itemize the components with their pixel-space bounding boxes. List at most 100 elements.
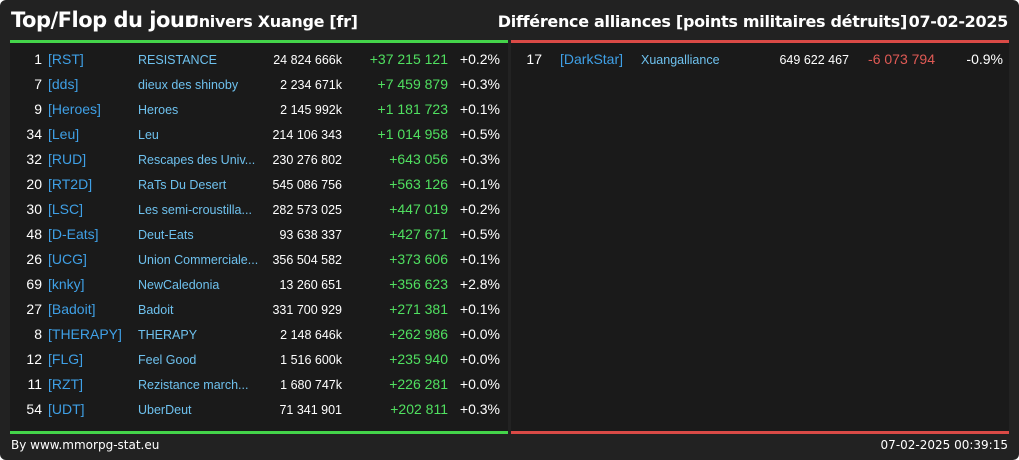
alliance-name-link[interactable]: RaTs Du Desert [138, 178, 227, 192]
table-row: 27 [Badoit] Badoit 331 700 929 +271 381 +0.1% [10, 297, 508, 322]
military-points: 2 234 671k [280, 78, 342, 92]
alliance-rank: 26 [26, 251, 42, 267]
military-points: 282 573 025 [272, 203, 342, 217]
percent-change: -0.9% [966, 51, 1003, 67]
points-difference: +427 671 [389, 226, 448, 242]
alliance-name-link[interactable]: Rescapes des Univ... [138, 153, 256, 167]
alliance-name-link[interactable]: NewCaledonia [138, 278, 220, 292]
alliance-rank: 48 [26, 226, 42, 242]
alliance-rank: 20 [26, 176, 42, 192]
alliance-rank: 7 [34, 76, 42, 92]
table-row: 8 [THERAPY] THERAPY 2 148 646k +262 986 +0.0% [10, 322, 508, 347]
alliance-name-link[interactable]: RESISTANCE [138, 53, 217, 67]
points-difference: +643 056 [389, 151, 448, 167]
points-difference: +262 986 [389, 326, 448, 342]
table-row: 48 [D-Eats] Deut-Eats 93 638 337 +427 671 +0.… [10, 222, 508, 247]
alliance-name-link[interactable]: Deut-Eats [138, 228, 194, 242]
alliance-name-link[interactable]: THERAPY [138, 328, 198, 342]
military-points: 1 680 747k [280, 378, 342, 392]
military-points: 71 341 901 [279, 403, 342, 417]
universe-label: Univers Xuange [fr] [186, 12, 358, 31]
percent-change: +0.1% [459, 301, 500, 317]
alliance-tag-link[interactable]: [dds] [48, 76, 79, 92]
flop-list: 17 [DarkStar] Xuangalliance 649 622 467 -6 0… [511, 47, 1009, 72]
alliance-rank: 27 [26, 301, 42, 317]
alliance-name-link[interactable]: Les semi-croustilla... [138, 203, 252, 217]
table-row: 20 [RT2D] RaTs Du Desert 545 086 756 +563 12… [10, 172, 508, 197]
percent-change: +0.3% [459, 151, 500, 167]
alliance-name-link[interactable]: dieux des shinoby [138, 78, 239, 92]
percent-change: +2.8% [459, 276, 500, 292]
alliance-tag-link[interactable]: [RT2D] [48, 176, 93, 192]
alliance-tag-link[interactable]: [RST] [48, 51, 84, 67]
military-points: 2 145 992k [280, 103, 342, 117]
percent-change: +0.1% [459, 176, 500, 192]
alliance-tag-link[interactable]: [UDT] [48, 401, 85, 417]
military-points: 545 086 756 [272, 178, 342, 192]
alliance-tag-link[interactable]: [LSC] [48, 201, 84, 217]
military-points: 214 106 343 [272, 128, 342, 142]
military-points: 230 276 802 [272, 153, 342, 167]
alliance-tag-link[interactable]: [FLG] [48, 351, 84, 367]
alliance-tag-link[interactable]: [UCG] [48, 251, 87, 267]
alliance-name-link[interactable]: Rezistance march... [138, 378, 249, 392]
top-list: 1 [RST] RESISTANCE 24 824 666k +37 215 121 +0… [10, 47, 508, 422]
alliance-tag-link[interactable]: [THERAPY] [48, 326, 122, 342]
alliance-name-link[interactable]: Leu [138, 128, 159, 142]
header: Top/Flop du jour Univers Xuange [fr] Dif… [0, 0, 1019, 38]
points-difference: +1 014 958 [377, 126, 448, 142]
points-difference: +1 181 723 [377, 101, 448, 117]
points-difference: -6 073 794 [868, 51, 935, 67]
alliance-rank: 30 [26, 201, 42, 217]
alliance-name-link[interactable]: Union Commerciale... [138, 253, 259, 267]
alliance-rank: 69 [26, 276, 42, 292]
alliance-tag-link[interactable]: [Heroes] [48, 101, 101, 117]
military-points: 2 148 646k [280, 328, 342, 342]
top-panel: 1 [RST] RESISTANCE 24 824 666k +37 215 121 +0… [10, 40, 508, 434]
alliance-name-link[interactable]: Heroes [138, 103, 179, 117]
table-row: 69 [knky] NewCaledonia 13 260 651 +356 623 +2… [10, 272, 508, 297]
points-difference: +447 019 [389, 201, 448, 217]
percent-change: +0.1% [459, 101, 500, 117]
percent-change: +0.1% [459, 251, 500, 267]
table-row: 9 [Heroes] Heroes 2 145 992k +1 181 723 +0.1% [10, 97, 508, 122]
alliance-name-link[interactable]: Badoit [138, 303, 174, 317]
alliance-name-link[interactable]: UberDeut [138, 403, 192, 417]
alliance-tag-link[interactable]: [knky] [48, 276, 85, 292]
table-row: 1 [RST] RESISTANCE 24 824 666k +37 215 121 +0… [10, 47, 508, 72]
percent-change: +0.0% [459, 351, 500, 367]
alliance-name-link[interactable]: Feel Good [138, 353, 197, 367]
alliance-rank: 12 [26, 351, 42, 367]
alliance-tag-link[interactable]: [D-Eats] [48, 226, 99, 242]
table-row: 54 [UDT] UberDeut 71 341 901 +202 811 +0.3% [10, 397, 508, 422]
percent-change: +0.2% [459, 51, 500, 67]
percent-change: +0.3% [459, 76, 500, 92]
page-title: Top/Flop du jour [11, 8, 195, 32]
alliance-tag-link[interactable]: [RUD] [48, 151, 87, 167]
alliance-rank: 17 [526, 51, 542, 67]
stat-subtitle: Différence alliances [points militaires … [497, 12, 908, 31]
points-difference: +37 215 121 [369, 51, 448, 67]
percent-change: +0.0% [459, 376, 500, 392]
alliance-tag-link[interactable]: [DarkStar] [560, 51, 624, 67]
military-points: 93 638 337 [279, 228, 342, 242]
flop-panel: 17 [DarkStar] Xuangalliance 649 622 467 -6 0… [511, 40, 1009, 434]
points-difference: +202 811 [390, 401, 448, 417]
table-row: 34 [Leu] Leu 214 106 343 +1 014 958 +0.5% [10, 122, 508, 147]
percent-change: +0.0% [459, 326, 500, 342]
alliance-tag-link[interactable]: [Leu] [48, 126, 80, 142]
alliance-tag-link[interactable]: [Badoit] [48, 301, 96, 317]
alliance-name-link[interactable]: Xuangalliance [641, 53, 720, 67]
alliance-rank: 8 [34, 326, 42, 342]
table-row: 12 [FLG] Feel Good 1 516 600k +235 940 +0.0% [10, 347, 508, 372]
military-points: 331 700 929 [272, 303, 342, 317]
military-points: 649 622 467 [779, 53, 849, 67]
table-row: 32 [RUD] Rescapes des Univ... 230 276 802 +6… [10, 147, 508, 172]
military-points: 24 824 666k [273, 53, 342, 67]
generated-timestamp: 07-02-2025 00:39:15 [880, 438, 1008, 452]
alliance-tag-link[interactable]: [RZT] [48, 376, 83, 392]
percent-change: +0.5% [459, 226, 500, 242]
points-difference: +563 126 [389, 176, 448, 192]
table-row: 30 [LSC] Les semi-croustilla... 282 573 025… [10, 197, 508, 222]
